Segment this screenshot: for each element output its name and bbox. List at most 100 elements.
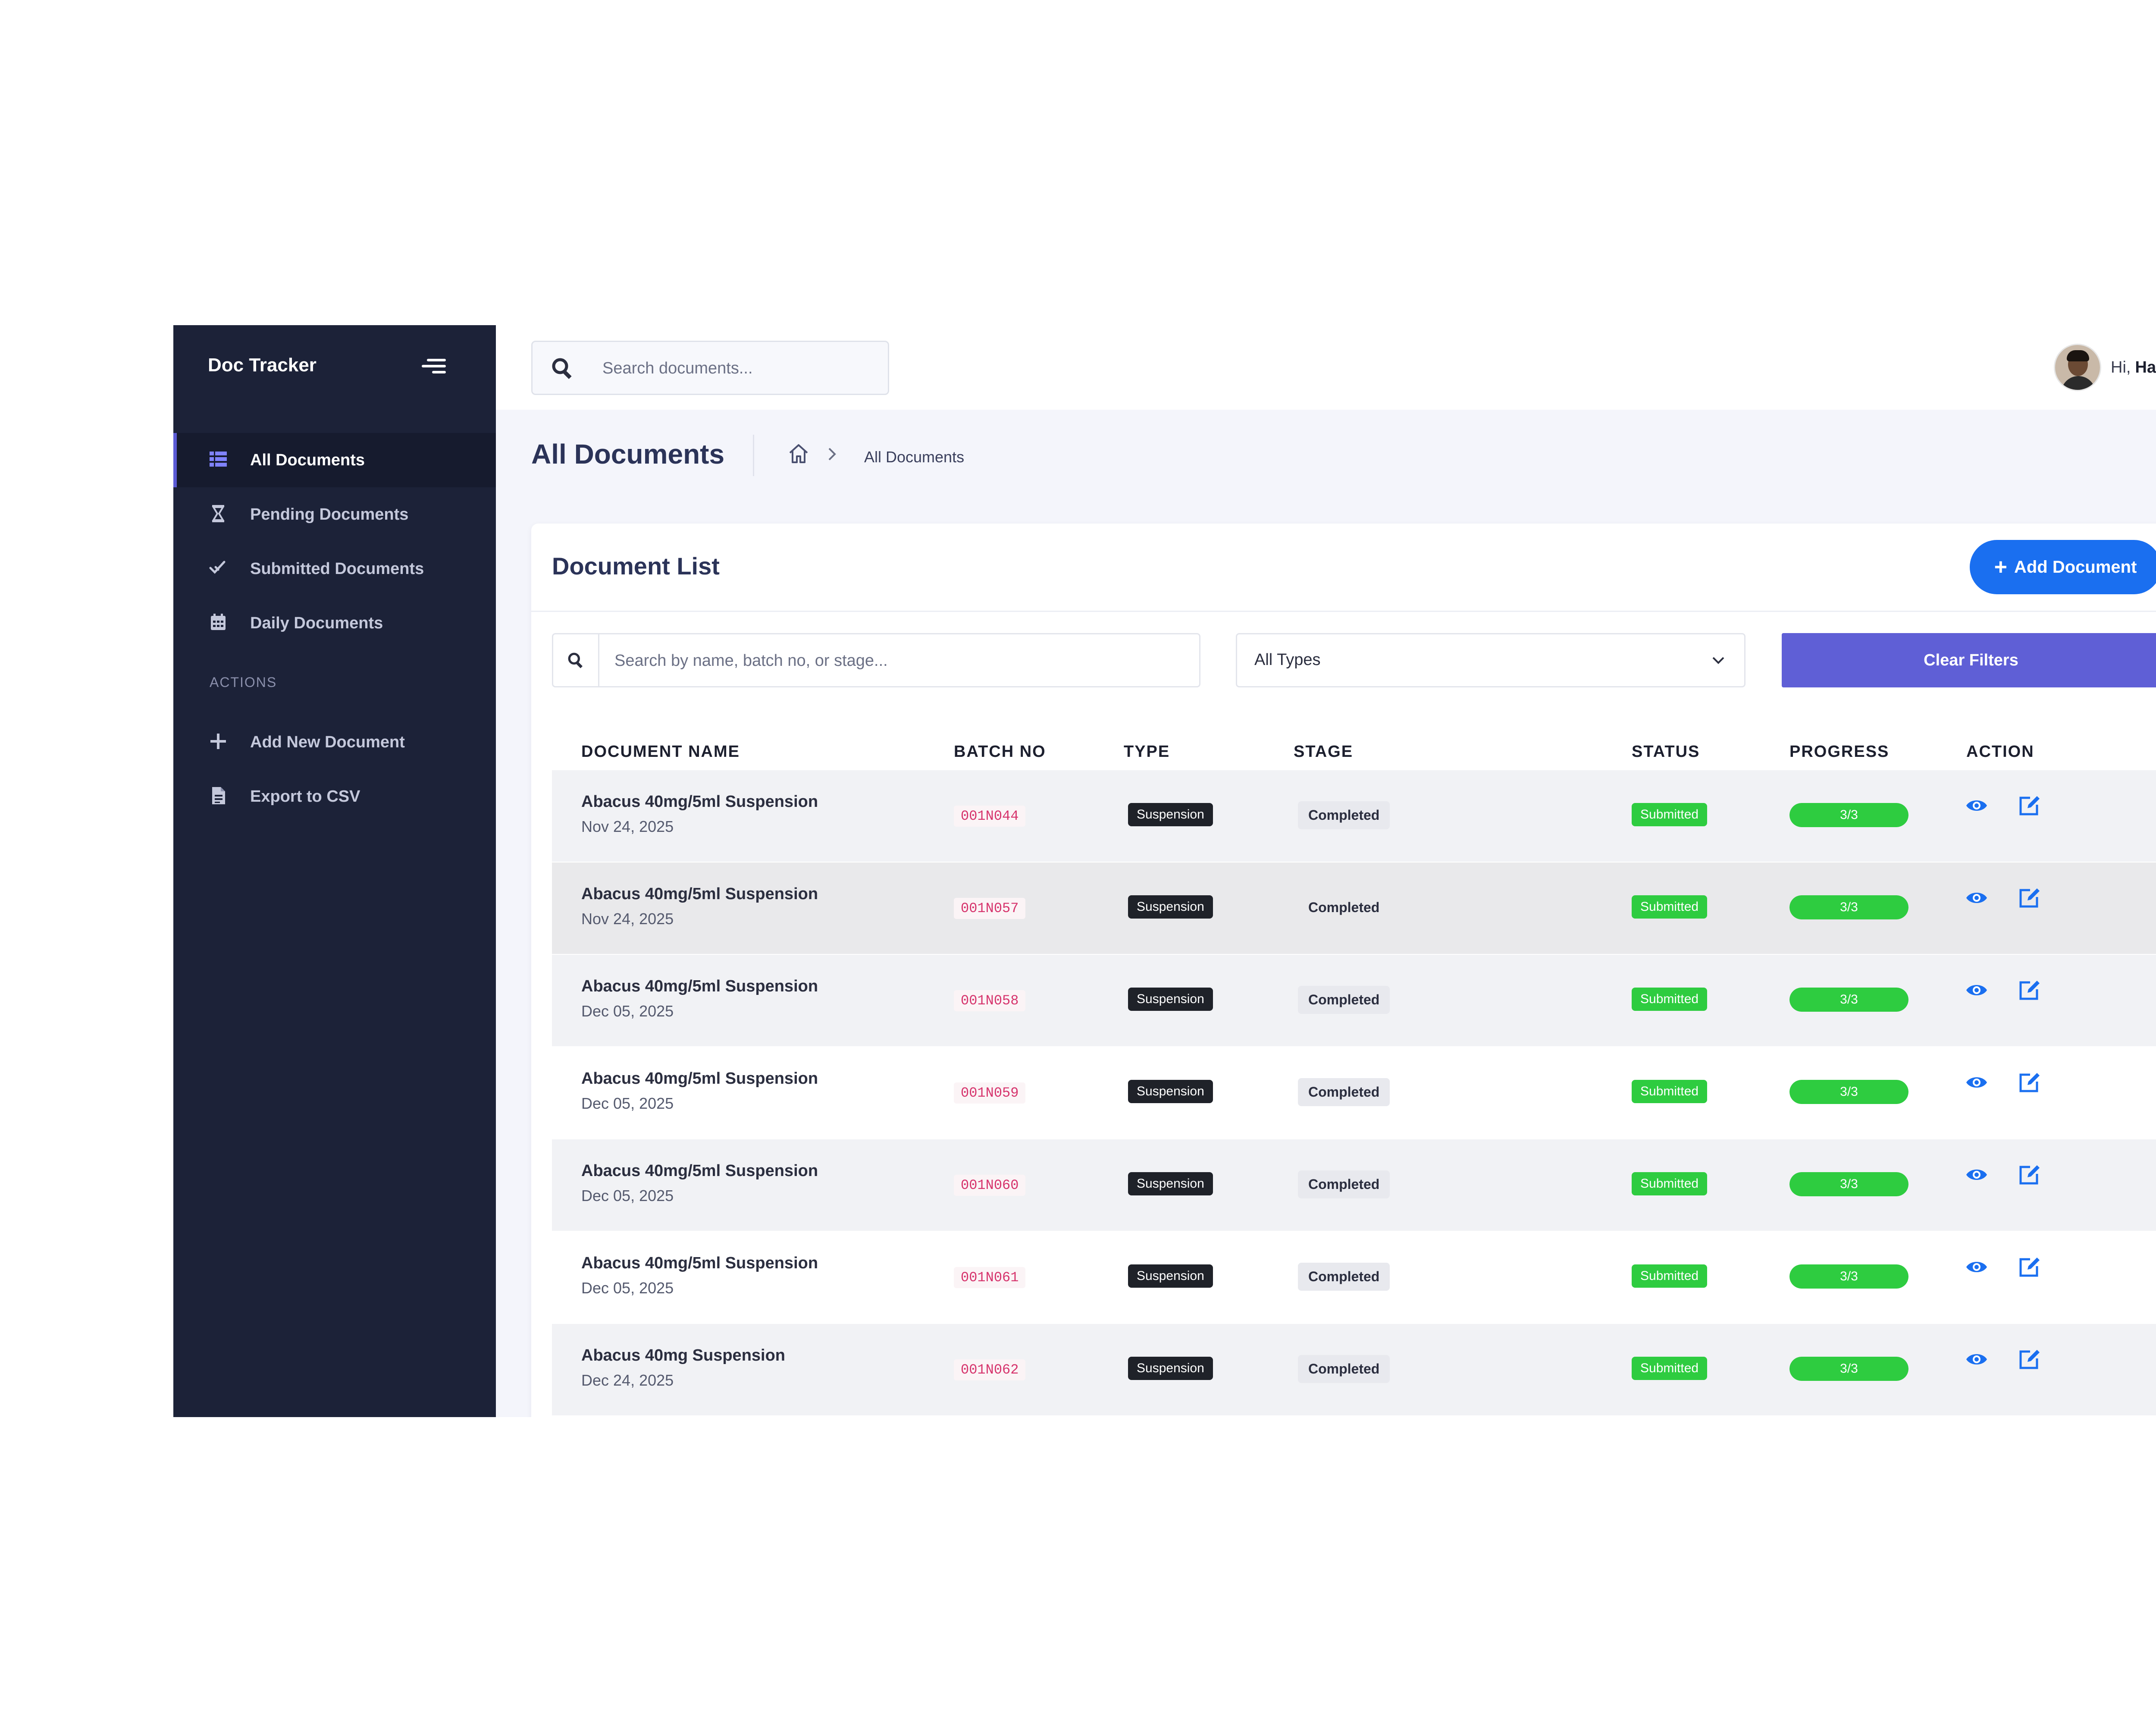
divider	[531, 611, 2156, 612]
sidebar-item-label: Daily Documents	[250, 614, 383, 632]
status-badge: Submitted	[1632, 895, 1708, 919]
edit-icon[interactable]	[2017, 886, 2041, 910]
csv-file-icon	[208, 786, 229, 807]
type-select[interactable]: All Types	[1236, 633, 1745, 687]
chevron-down-icon	[1710, 652, 1727, 669]
document-name[interactable]: Abacus 40mg/5ml Suspension	[581, 1254, 818, 1272]
sidebar-item-daily-documents[interactable]: Daily Documents	[173, 596, 496, 650]
document-date: Dec 05, 2025	[581, 1279, 674, 1297]
progress-bar: 3/3	[1789, 803, 1908, 827]
progress-fill: 3/3	[1789, 803, 1908, 827]
column-header-progress[interactable]: PROGRESS	[1789, 743, 1890, 761]
topbar: Hi, Hamza	[496, 325, 2156, 410]
user-menu[interactable]: Hi, Hamza	[2054, 343, 2156, 392]
type-badge: Suspension	[1128, 895, 1213, 919]
view-eye-icon[interactable]	[1965, 1347, 1989, 1371]
document-name[interactable]: Abacus 40mg/5ml Suspension	[581, 1070, 818, 1088]
batch-number: 001N062	[954, 1359, 1026, 1380]
document-date: Dec 05, 2025	[581, 1187, 674, 1204]
document-date: Dec 05, 2025	[581, 1095, 674, 1112]
view-eye-icon[interactable]	[1965, 1163, 1989, 1187]
document-date: Dec 24, 2025	[581, 1371, 674, 1389]
sidebar-item-export-csv[interactable]: Export to CSV	[173, 769, 496, 824]
clear-filters-button[interactable]: Clear Filters	[1782, 633, 2156, 687]
stage-badge: Completed	[1298, 1263, 1390, 1291]
sidebar-item-pending-documents[interactable]: Pending Documents	[173, 487, 496, 542]
actions-section-title: ACTIONS	[210, 674, 277, 690]
column-header-type[interactable]: TYPE	[1124, 743, 1170, 761]
column-header-stage[interactable]: STAGE	[1294, 743, 1354, 761]
type-badge: Suspension	[1128, 1264, 1213, 1288]
global-search-input[interactable]	[602, 355, 879, 382]
column-header-status[interactable]: STATUS	[1632, 743, 1700, 761]
type-badge: Suspension	[1128, 1172, 1213, 1195]
breadcrumb-divider	[753, 435, 754, 476]
table-row[interactable]: Abacus 40mg/5ml Suspension Dec 05, 2025 00…	[552, 955, 2156, 1046]
status-badge: Submitted	[1632, 803, 1708, 826]
document-name[interactable]: Abacus 40mg/5ml Suspension	[581, 1162, 818, 1180]
filter-search-input[interactable]	[614, 647, 1176, 674]
status-badge: Submitted	[1632, 1080, 1708, 1103]
table-row[interactable]: Abacus 40mg Suspension Dec 24, 2025 001N06…	[552, 1324, 2156, 1415]
user-greeting: Hi,	[2111, 358, 2131, 376]
add-document-button[interactable]: + Add Document	[1970, 540, 2156, 594]
stage-badge: Completed	[1298, 986, 1390, 1014]
menu-toggle-icon[interactable]	[420, 354, 446, 380]
status-badge: Submitted	[1632, 1264, 1708, 1288]
progress-fill: 3/3	[1789, 988, 1908, 1012]
document-name[interactable]: Abacus 40mg/5ml Suspension	[581, 885, 818, 903]
filter-search[interactable]	[552, 633, 1200, 687]
stage-badge: Completed	[1298, 1170, 1390, 1198]
stage-badge: Completed	[1308, 900, 1380, 915]
batch-number: 001N060	[954, 1175, 1026, 1196]
edit-icon[interactable]	[2017, 978, 2041, 1002]
column-header-batch-no[interactable]: BATCH NO	[954, 743, 1046, 761]
document-name[interactable]: Abacus 40mg/5ml Suspension	[581, 793, 818, 811]
brand-title: Doc Tracker	[208, 354, 317, 376]
stage-badge: Completed	[1298, 1355, 1390, 1383]
page-title: All Documents	[531, 439, 725, 470]
type-badge: Suspension	[1128, 988, 1213, 1011]
view-eye-icon[interactable]	[1965, 886, 1989, 910]
progress-bar: 3/3	[1789, 1357, 1908, 1381]
sidebar-item-add-new-document[interactable]: Add New Document	[173, 715, 496, 769]
progress-bar: 3/3	[1789, 1264, 1908, 1289]
document-list-card: Document List + Add Document All Types C…	[531, 524, 2156, 1417]
table-row[interactable]: Abacus 40mg/5ml Suspension Nov 24, 2025 00…	[552, 770, 2156, 862]
hourglass-icon	[208, 504, 229, 525]
sidebar-item-all-documents[interactable]: All Documents	[173, 433, 496, 487]
batch-number: 001N061	[954, 1267, 1026, 1288]
view-eye-icon[interactable]	[1965, 978, 1989, 1002]
table-row[interactable]: Abacus 40mg/5ml Suspension Dec 05, 2025 00…	[552, 1047, 2156, 1138]
view-eye-icon[interactable]	[1965, 1255, 1989, 1279]
global-search[interactable]	[531, 341, 889, 395]
column-header-document-name[interactable]: DOCUMENT NAME	[581, 743, 740, 761]
avatar	[2054, 344, 2102, 391]
edit-icon[interactable]	[2017, 1163, 2041, 1187]
edit-icon[interactable]	[2017, 794, 2041, 818]
table-row[interactable]: Abacus 40mg/5ml Suspension Nov 24, 2025 00…	[552, 862, 2156, 954]
sidebar-item-submitted-documents[interactable]: Submitted Documents	[173, 542, 496, 596]
document-name[interactable]: Abacus 40mg Suspension	[581, 1346, 786, 1364]
breadcrumb-current: All Documents	[864, 448, 965, 466]
view-eye-icon[interactable]	[1965, 1070, 1989, 1095]
view-eye-icon[interactable]	[1965, 794, 1989, 818]
table-row[interactable]: Abacus 40mg/5ml Suspension Dec 05, 2025 00…	[552, 1139, 2156, 1231]
table-row[interactable]: Abacus 40mg/5ml Suspension Dec 05, 2025 00…	[552, 1232, 2156, 1323]
search-icon	[553, 634, 599, 686]
sidebar-item-label: All Documents	[250, 451, 365, 469]
status-badge: Submitted	[1632, 1357, 1708, 1380]
progress-bar: 3/3	[1789, 1172, 1908, 1196]
home-icon[interactable]	[787, 442, 810, 465]
plus-icon	[208, 732, 229, 753]
stage-badge: Completed	[1298, 801, 1390, 829]
edit-icon[interactable]	[2017, 1255, 2041, 1279]
type-badge: Suspension	[1128, 803, 1213, 826]
document-date: Nov 24, 2025	[581, 818, 674, 835]
chevron-right-icon	[824, 447, 839, 461]
edit-icon[interactable]	[2017, 1070, 2041, 1095]
edit-icon[interactable]	[2017, 1347, 2041, 1371]
table-header: DOCUMENT NAME BATCH NO TYPE STAGE STATUS…	[552, 726, 2156, 776]
document-name[interactable]: Abacus 40mg/5ml Suspension	[581, 977, 818, 995]
progress-bar: 3/3	[1789, 988, 1908, 1012]
